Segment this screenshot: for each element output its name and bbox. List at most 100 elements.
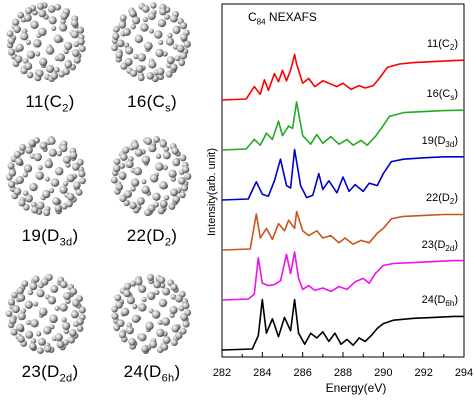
carbon-atom [15, 157, 23, 166]
carbon-atom [126, 296, 135, 305]
carbon-atom [168, 169, 177, 178]
carbon-atom [148, 144, 157, 153]
carbon-atom [114, 294, 122, 302]
carbon-atom [71, 299, 80, 307]
carbon-atom [169, 14, 178, 23]
carbon-atom [155, 153, 162, 159]
carbon-atom [141, 296, 147, 303]
carbon-atom [8, 169, 17, 177]
carbon-atom [13, 187, 22, 196]
carbon-atom [138, 303, 147, 312]
carbon-atom [36, 2, 45, 10]
carbon-atom [56, 340, 65, 349]
carbon-atom [60, 18, 66, 25]
nexafs-chart: C84 NEXAFS Intensity(arb. unit) Energy(e… [196, 0, 474, 401]
carbon-atom [138, 333, 147, 342]
carbon-atom [123, 282, 132, 290]
carbon-atom [178, 59, 186, 67]
carbon-atom [5, 310, 13, 317]
carbon-atom [50, 178, 60, 187]
carbon-atom [60, 280, 68, 289]
carbon-atom [32, 301, 39, 307]
carbon-atom [35, 171, 44, 180]
carbon-atom [43, 209, 51, 217]
carbon-atom [171, 147, 179, 155]
carbon-atom [53, 34, 63, 44]
carbon-atom [141, 345, 149, 353]
carbon-atom [64, 41, 73, 51]
fullerene-image-mol-24 [108, 271, 194, 357]
x-tick-label: 294 [454, 367, 474, 379]
carbon-atom [113, 158, 121, 165]
carbon-atom [54, 204, 62, 212]
carbon-atom [67, 336, 75, 344]
carbon-atom [113, 25, 120, 33]
carbon-atom [141, 179, 147, 185]
carbon-atom [37, 165, 43, 171]
carbon-atom [56, 150, 62, 157]
carbon-atom [168, 202, 176, 210]
carbon-atom [123, 289, 131, 298]
carbon-atom [133, 166, 143, 176]
carbon-atom [113, 164, 121, 173]
carbon-atom [78, 45, 86, 53]
carbon-atom [62, 155, 71, 164]
carbon-atom [142, 16, 148, 23]
carbon-atom [17, 293, 26, 302]
series-label-2: 19(D3d) [421, 134, 458, 149]
carbon-atom [64, 60, 73, 69]
carbon-atom [65, 200, 73, 208]
carbon-atom [78, 306, 86, 314]
carbon-atom [75, 188, 83, 196]
x-tick-label: 290 [374, 367, 393, 379]
carbon-atom [132, 16, 141, 25]
carbon-atom [31, 206, 39, 214]
fullerene-image-mol-22 [108, 133, 194, 219]
carbon-atom [60, 12, 69, 20]
carbon-atom [56, 53, 66, 62]
carbon-atom [170, 339, 178, 347]
isomer-label-mol-11: 11(C2) [25, 92, 75, 115]
carbon-atom [44, 176, 50, 182]
carbon-atom [71, 49, 80, 57]
carbon-atom [111, 312, 119, 320]
carbon-atom [157, 18, 167, 28]
carbon-atom [38, 9, 47, 18]
carbon-atom [50, 72, 58, 80]
series-label-0: 11(C2) [426, 38, 458, 53]
carbon-atom [70, 19, 79, 27]
carbon-atom [147, 204, 156, 213]
carbon-atom [141, 185, 150, 194]
carbon-atom [115, 301, 123, 309]
carbon-atom [25, 319, 32, 326]
carbon-atom [130, 178, 140, 187]
carbon-atom [14, 55, 23, 64]
carbon-atom [144, 41, 153, 51]
carbon-atom [135, 64, 144, 73]
carbon-atom [165, 70, 173, 78]
series-line-0 [221, 53, 465, 101]
carbon-atom [116, 39, 125, 48]
carbon-atom [33, 39, 42, 48]
carbon-atom [30, 20, 39, 29]
carbon-atom [157, 73, 165, 81]
carbon-atom [28, 342, 37, 350]
carbon-atom [53, 66, 60, 73]
carbon-atom [155, 162, 164, 172]
carbon-atom [24, 300, 33, 309]
carbon-atom [62, 67, 70, 76]
x-tick-label: 282 [212, 367, 232, 379]
carbon-atom [50, 284, 59, 293]
carbon-atom [162, 51, 168, 57]
carbon-atom [66, 192, 75, 201]
carbon-atom [45, 46, 55, 55]
carbon-atom [15, 175, 24, 185]
carbon-atom [111, 305, 118, 313]
carbon-atom [179, 154, 187, 162]
carbon-atom [129, 201, 137, 210]
carbon-atom [32, 275, 40, 283]
carbon-atom [118, 21, 127, 29]
carbon-atom [23, 164, 33, 173]
carbon-atom [47, 296, 57, 305]
carbon-atom [161, 317, 170, 326]
